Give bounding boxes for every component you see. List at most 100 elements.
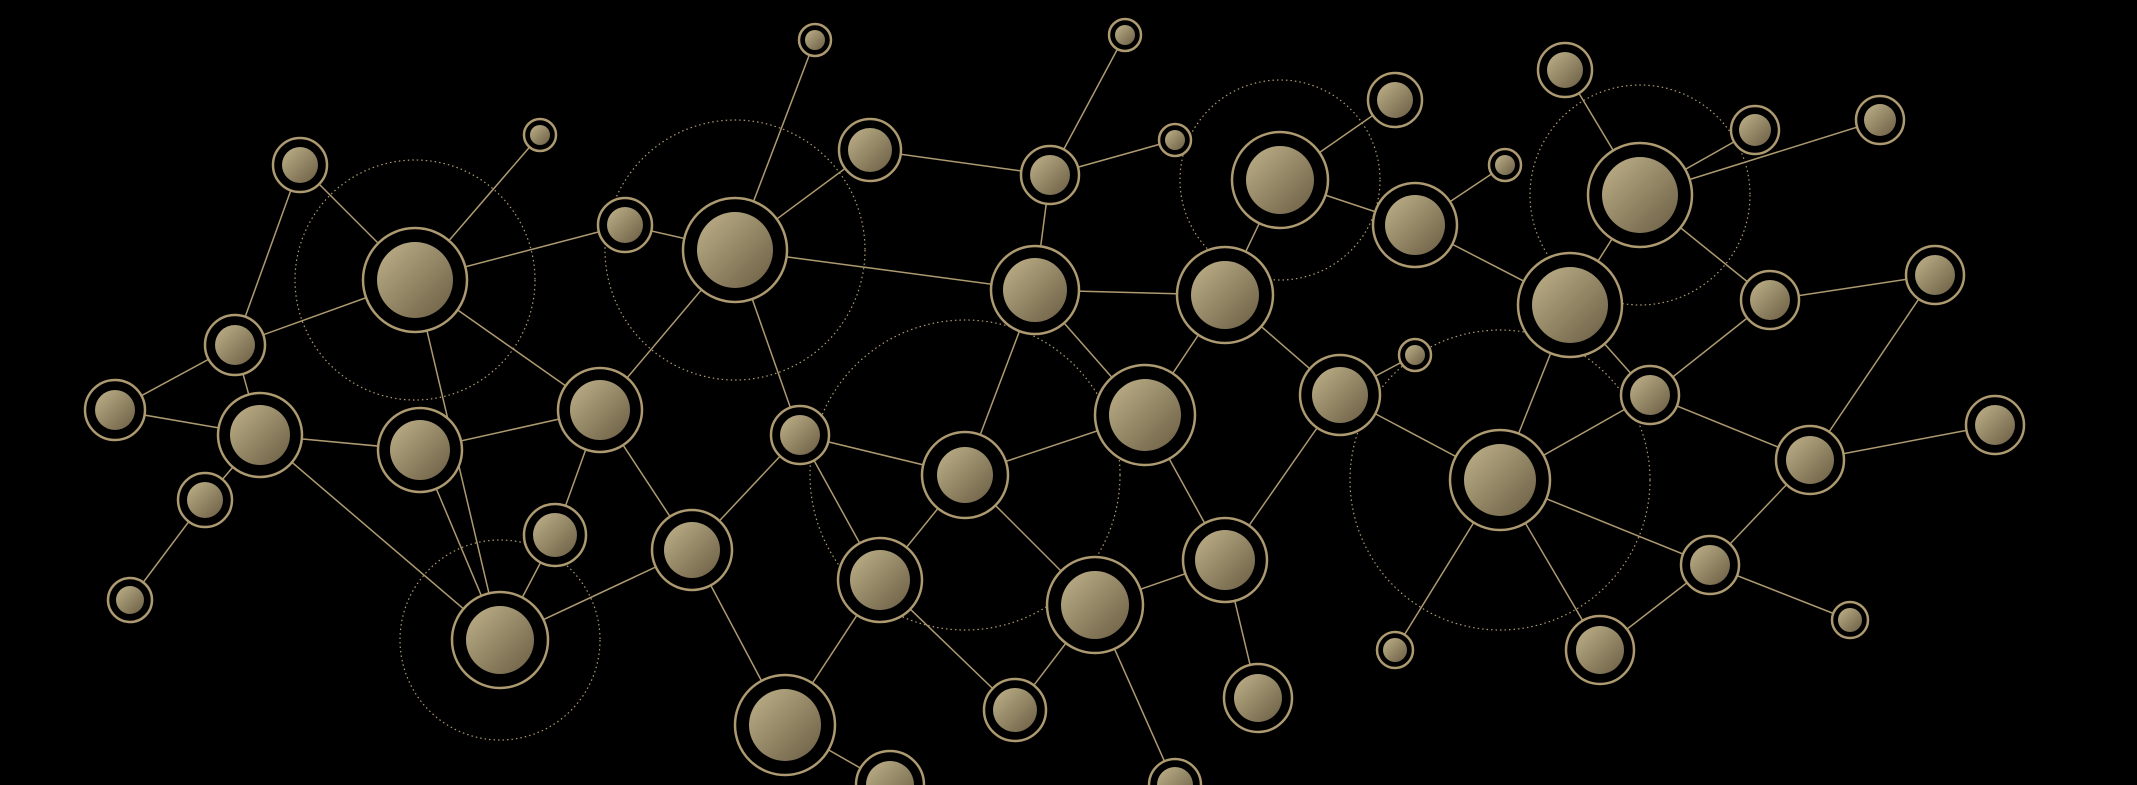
node	[839, 119, 901, 181]
node-core	[282, 147, 318, 183]
node	[1159, 124, 1191, 156]
node	[558, 368, 642, 452]
node-core	[1532, 267, 1608, 343]
node	[524, 119, 556, 151]
node-core	[1191, 261, 1259, 329]
nodes-layer	[85, 19, 2024, 785]
node-core	[1030, 155, 1070, 195]
node	[1047, 557, 1143, 653]
node	[799, 24, 831, 56]
node	[1021, 146, 1079, 204]
node-core	[664, 522, 720, 578]
node	[1095, 365, 1195, 465]
node-core	[1115, 25, 1135, 45]
node	[598, 198, 652, 252]
node-core	[1750, 280, 1790, 320]
node-core	[848, 128, 892, 172]
node-core	[390, 420, 450, 480]
node-core	[850, 550, 910, 610]
node	[85, 380, 145, 440]
node-core	[533, 513, 577, 557]
node-core	[1464, 444, 1536, 516]
node-core	[1786, 436, 1834, 484]
node-core	[1385, 195, 1445, 255]
node	[524, 504, 586, 566]
node	[652, 510, 732, 590]
node	[1966, 396, 2024, 454]
node	[1776, 426, 1844, 494]
node-core	[1246, 146, 1314, 214]
node	[1566, 616, 1634, 684]
node-core	[1165, 130, 1185, 150]
node	[1489, 149, 1521, 181]
node-core	[697, 212, 773, 288]
node	[922, 432, 1008, 518]
node-core	[187, 482, 223, 518]
node	[1832, 602, 1868, 638]
node	[1399, 339, 1431, 371]
node	[1300, 355, 1380, 435]
node-core	[607, 207, 643, 243]
node	[1373, 183, 1457, 267]
node	[1588, 143, 1692, 247]
node	[838, 538, 922, 622]
node-core	[466, 606, 534, 674]
node	[984, 679, 1046, 741]
node	[218, 393, 302, 477]
node	[1621, 366, 1679, 424]
node	[683, 198, 787, 302]
node-core	[1383, 638, 1407, 662]
node-core	[1195, 530, 1255, 590]
node-core	[215, 325, 255, 365]
node	[378, 408, 462, 492]
node-core	[1864, 104, 1896, 136]
node	[178, 473, 232, 527]
node	[1377, 632, 1413, 668]
node-core	[1312, 367, 1368, 423]
node-core	[749, 689, 821, 761]
node-core	[95, 390, 135, 430]
node-core	[116, 586, 144, 614]
node-core	[1377, 82, 1413, 118]
node-core	[1547, 52, 1583, 88]
node	[771, 406, 829, 464]
node-core	[1405, 345, 1425, 365]
node-core	[570, 380, 630, 440]
node-core	[1602, 157, 1678, 233]
node-core	[1838, 608, 1862, 632]
node	[1856, 96, 1904, 144]
node-core	[937, 447, 993, 503]
node	[1741, 271, 1799, 329]
node-core	[805, 30, 825, 50]
node-core	[1630, 375, 1670, 415]
node	[1177, 247, 1273, 343]
node-core	[230, 405, 290, 465]
node	[856, 751, 924, 785]
node-core	[1975, 405, 2015, 445]
node	[1450, 430, 1550, 530]
node-core	[1234, 674, 1282, 722]
node-core	[1109, 379, 1181, 451]
node	[363, 228, 467, 332]
node	[1681, 536, 1739, 594]
node-core	[1915, 255, 1955, 295]
node-core	[530, 125, 550, 145]
node	[1183, 518, 1267, 602]
node	[1368, 73, 1422, 127]
node-core	[1739, 114, 1771, 146]
node	[991, 246, 1079, 334]
node-core	[1690, 545, 1730, 585]
node	[452, 592, 548, 688]
node-core	[1495, 155, 1515, 175]
node	[1906, 246, 1964, 304]
node	[1224, 664, 1292, 732]
node	[1232, 132, 1328, 228]
node-core	[780, 415, 820, 455]
node-core	[1003, 258, 1067, 322]
node-core	[1061, 571, 1129, 639]
node	[108, 578, 152, 622]
node	[735, 675, 835, 775]
node	[1149, 759, 1201, 785]
network-diagram	[0, 0, 2137, 785]
node	[1731, 106, 1779, 154]
